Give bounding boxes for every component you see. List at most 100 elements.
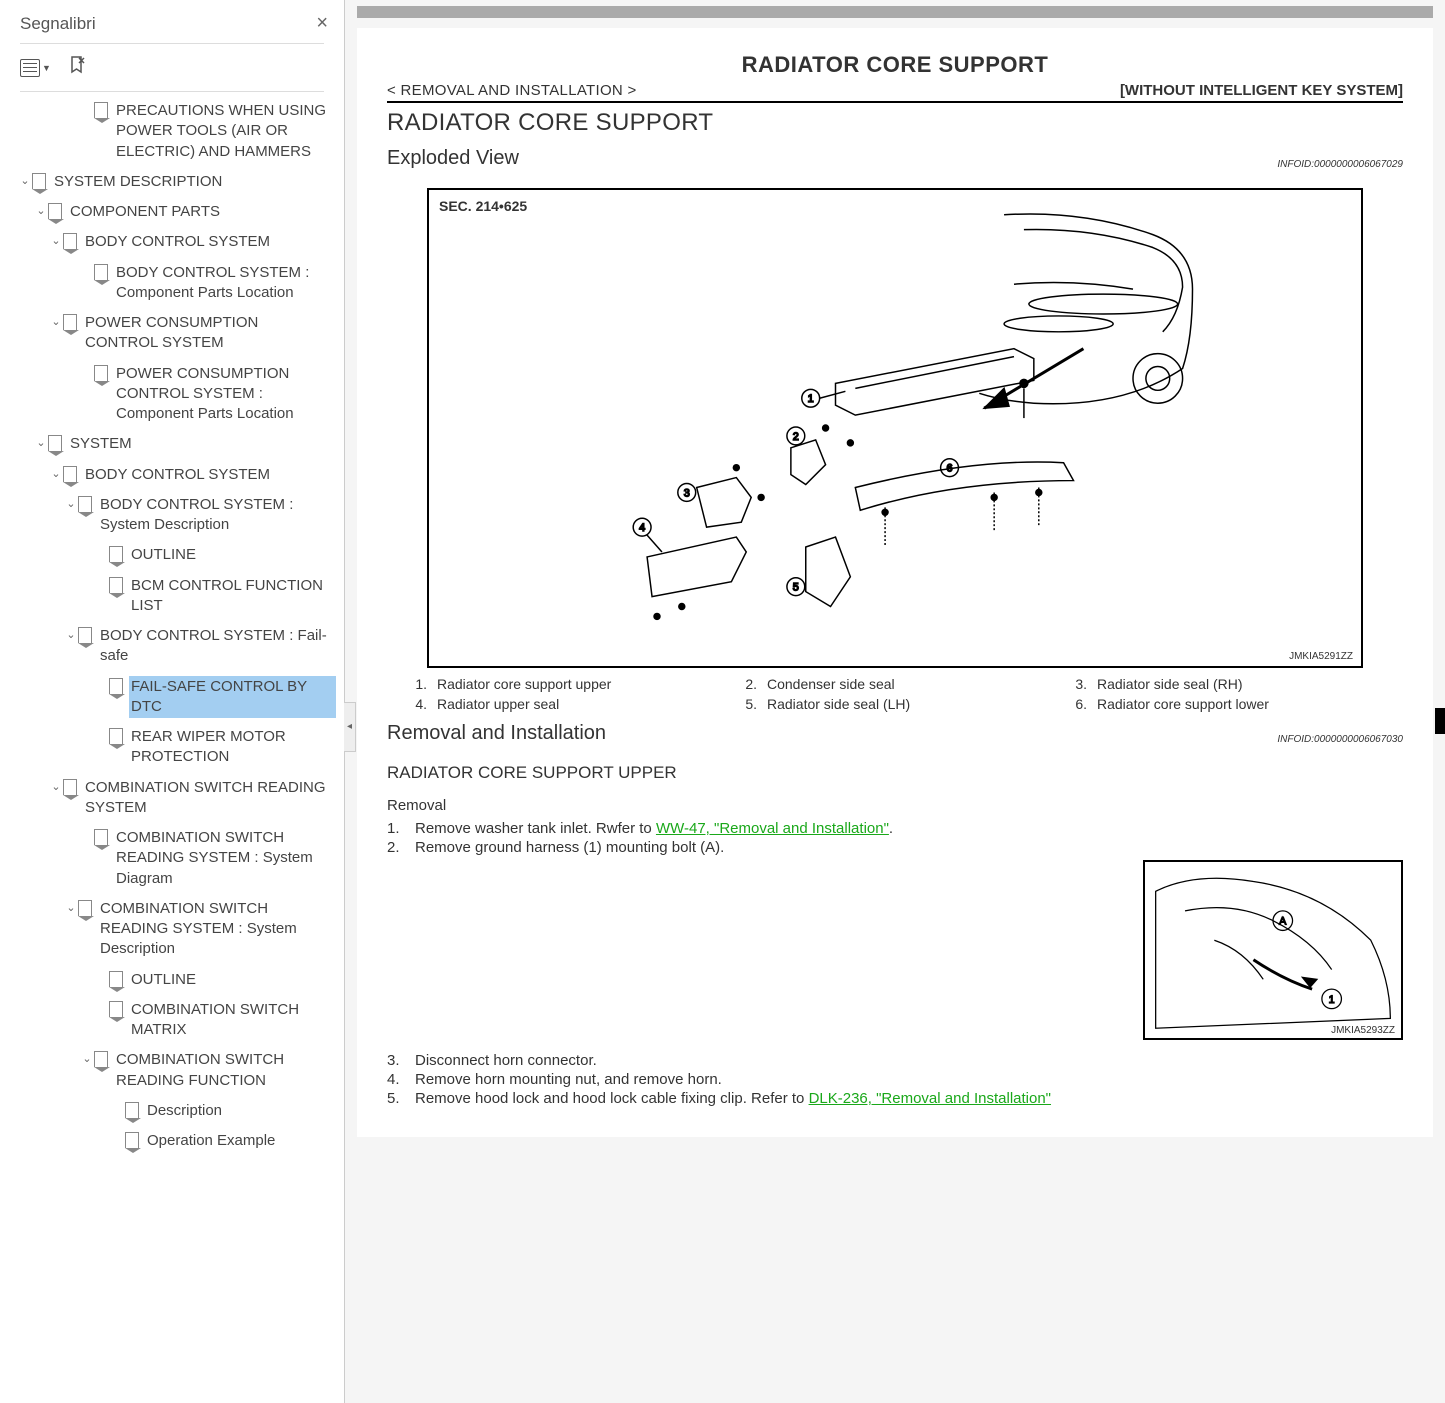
bookmark-label: FAIL-SAFE CONTROL BY DTC: [129, 676, 336, 719]
chevron-icon[interactable]: ⌄: [64, 628, 78, 643]
svg-text:1: 1: [808, 393, 814, 405]
chevron-icon[interactable]: ⌄: [49, 467, 63, 482]
side-tab: [1435, 708, 1445, 734]
step-number: 3.: [387, 1052, 415, 1069]
subhead-row: < REMOVAL AND INSTALLATION > [WITHOUT IN…: [387, 82, 1403, 103]
bookmark-label: SYSTEM DESCRIPTION: [52, 171, 336, 193]
step-text: Remove ground harness (1) mounting bolt …: [415, 839, 724, 856]
chevron-icon[interactable]: ⌄: [64, 901, 78, 916]
bookmark-item[interactable]: Operation Example: [0, 1126, 344, 1156]
bookmark-label: COMBINATION SWITCH READING SYSTEM : Syst…: [114, 827, 336, 890]
bookmark-icon: [94, 102, 108, 118]
bookmark-item[interactable]: BCM CONTROL FUNCTION LIST: [0, 571, 344, 622]
bookmark-item[interactable]: ⌄COMPONENT PARTS: [0, 197, 344, 227]
part-number: 2.: [735, 676, 757, 692]
main-title: RADIATOR CORE SUPPORT: [387, 52, 1403, 78]
bookmark-tree[interactable]: PRECAUTIONS WHEN USING POWER TOOLS (AIR …: [0, 92, 344, 1403]
exploded-view-header: Exploded View INFOID:0000000006067029: [387, 147, 1403, 170]
chevron-icon[interactable]: ⌄: [64, 497, 78, 512]
infoid: INFOID:0000000006067030: [1277, 734, 1403, 745]
bookmark-icon: [63, 314, 77, 330]
step-text: Remove horn mounting nut, and remove hor…: [415, 1071, 722, 1088]
link-dlk236[interactable]: DLK-236, "Removal and Installation": [809, 1090, 1051, 1107]
upper-title: RADIATOR CORE SUPPORT UPPER: [387, 763, 1403, 783]
chevron-icon[interactable]: ⌄: [80, 1052, 94, 1067]
bookmark-tool-button[interactable]: [69, 56, 87, 79]
step-text: Remove hood lock and hood lock cable fix…: [415, 1090, 1051, 1107]
bookmark-item[interactable]: ⌄ POWER CONSUMPTION CONTROL SYSTEM: [0, 308, 344, 359]
bookmark-label: COMBINATION SWITCH READING SYSTEM : Syst…: [98, 898, 336, 961]
bookmark-label: POWER CONSUMPTION CONTROL SYSTEM: [83, 312, 336, 355]
step-5: 5. Remove hood lock and hood lock cable …: [387, 1090, 1403, 1107]
link-ww47[interactable]: WW-47, "Removal and Installation": [656, 820, 889, 837]
diagram-svg: 1 6 2 3 4: [429, 190, 1361, 666]
svg-text:3: 3: [684, 487, 690, 499]
bookmark-label: REAR WIPER MOTOR PROTECTION: [129, 726, 336, 769]
bookmark-icon: [109, 728, 123, 744]
svg-text:1: 1: [1329, 994, 1335, 1006]
bookmark-icon: [94, 1051, 108, 1067]
bookmark-item[interactable]: ⌄ BODY CONTROL SYSTEM : Fail-safe: [0, 621, 344, 672]
exploded-view-title: Exploded View: [387, 147, 519, 170]
step-number: 5.: [387, 1090, 415, 1107]
bookmark-icon: [109, 577, 123, 593]
svg-text:A: A: [1279, 916, 1287, 928]
collapse-sidebar-button[interactable]: ◂: [344, 702, 356, 752]
bookmark-item[interactable]: COMBINATION SWITCH READING SYSTEM : Syst…: [0, 823, 344, 894]
bookmark-icon: [78, 900, 92, 916]
bookmark-icon: [109, 678, 123, 694]
bookmark-icon: [94, 264, 108, 280]
part-label: Radiator upper seal: [437, 696, 725, 712]
bookmark-item[interactable]: OUTLINE: [0, 965, 344, 995]
bookmark-icon: [109, 1001, 123, 1017]
part-label: Radiator side seal (RH): [1097, 676, 1385, 692]
document-viewer[interactable]: RADIATOR CORE SUPPORT < REMOVAL AND INST…: [345, 0, 1445, 1403]
chevron-icon[interactable]: ⌄: [18, 174, 32, 189]
sidebar-toolbar: ▼: [0, 44, 344, 91]
bookmark-item[interactable]: FAIL-SAFE CONTROL BY DTC: [0, 672, 344, 723]
chevron-icon[interactable]: ⌄: [49, 780, 63, 795]
bookmark-icon: [94, 829, 108, 845]
bookmark-item[interactable]: ⌄BODY CONTROL SYSTEM: [0, 227, 344, 257]
bookmark-item[interactable]: ⌄SYSTEM: [0, 429, 344, 459]
chevron-icon[interactable]: ⌄: [49, 315, 63, 330]
chevron-icon[interactable]: ⌄: [34, 436, 48, 451]
bookmark-icon: [78, 627, 92, 643]
step-number: 2.: [387, 839, 415, 856]
bookmark-item[interactable]: ⌄COMBINATION SWITCH READING FUNCTION: [0, 1045, 344, 1096]
bookmark-item[interactable]: ⌄ SYSTEM DESCRIPTION: [0, 167, 344, 197]
bookmark-label: COMBINATION SWITCH READING SYSTEM: [83, 777, 336, 820]
bookmark-icon: [78, 496, 92, 512]
bookmark-item[interactable]: COMBINATION SWITCH MATRIX: [0, 995, 344, 1046]
step-text: Disconnect horn connector.: [415, 1052, 597, 1069]
sidebar-header: Segnalibri ×: [0, 0, 344, 43]
bookmark-icon: [125, 1102, 139, 1118]
bookmark-item[interactable]: ⌄BODY CONTROL SYSTEM: [0, 460, 344, 490]
bookmark-item[interactable]: ⌄ COMBINATION SWITCH READING SYSTEM : Sys…: [0, 894, 344, 965]
chevron-icon[interactable]: ⌄: [49, 234, 63, 249]
bookmark-item[interactable]: PRECAUTIONS WHEN USING POWER TOOLS (AIR …: [0, 96, 344, 167]
bookmark-item[interactable]: REAR WIPER MOTOR PROTECTION: [0, 722, 344, 773]
bookmark-item[interactable]: Description: [0, 1096, 344, 1126]
bookmark-item[interactable]: OUTLINE: [0, 540, 344, 570]
bookmark-icon: [63, 466, 77, 482]
bookmark-item[interactable]: ⌄ COMBINATION SWITCH READING SYSTEM: [0, 773, 344, 824]
bookmark-item[interactable]: POWER CONSUMPTION CONTROL SYSTEM : Compo…: [0, 359, 344, 430]
step-1: 1. Remove washer tank inlet. Rwfer to WW…: [387, 820, 1403, 837]
sidebar-title: Segnalibri: [20, 14, 96, 34]
bookmark-item[interactable]: BODY CONTROL SYSTEM : Component Parts Lo…: [0, 258, 344, 309]
bookmark-label: BODY CONTROL SYSTEM : Fail-safe: [98, 625, 336, 668]
bookmark-item[interactable]: ⌄BODY CONTROL SYSTEM : System Descriptio…: [0, 490, 344, 541]
bookmark-icon: [94, 365, 108, 381]
svg-text:2: 2: [793, 431, 799, 443]
breadcrumb: < REMOVAL AND INSTALLATION >: [387, 82, 637, 99]
section-title: RADIATOR CORE SUPPORT: [387, 109, 1403, 137]
part-label: Radiator side seal (LH): [767, 696, 1055, 712]
bookmark-label: PRECAUTIONS WHEN USING POWER TOOLS (AIR …: [114, 100, 336, 163]
close-icon[interactable]: ×: [316, 12, 328, 35]
view-options-button[interactable]: ▼: [20, 59, 51, 77]
bookmark-icon: [125, 1132, 139, 1148]
removal-label: Removal: [387, 797, 1403, 814]
chevron-icon[interactable]: ⌄: [34, 204, 48, 219]
inline-figure: A 1 JMKIA5293ZZ: [1143, 860, 1403, 1040]
